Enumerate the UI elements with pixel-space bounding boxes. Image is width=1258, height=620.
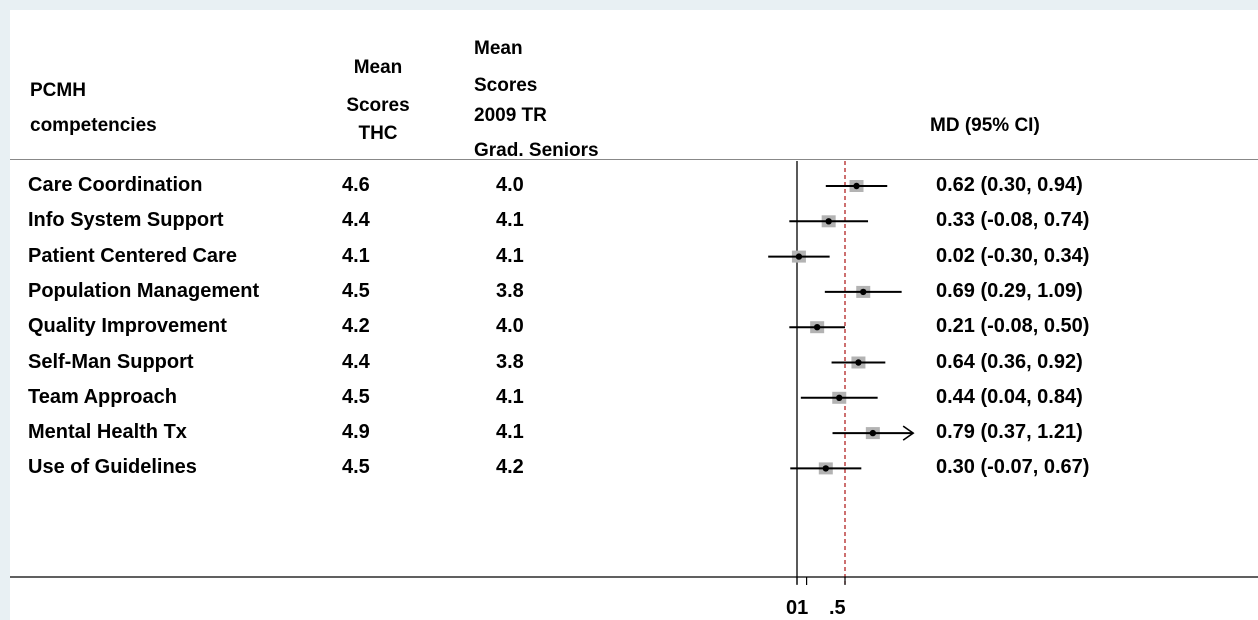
- axis-tick-label-01: 01: [786, 596, 808, 620]
- point-estimate: [814, 324, 820, 330]
- point-estimate: [836, 395, 842, 401]
- point-estimate: [796, 253, 802, 259]
- point-estimate: [825, 218, 831, 224]
- point-estimate: [823, 465, 829, 471]
- point-estimate: [860, 289, 866, 295]
- point-estimate: [870, 430, 876, 436]
- axis-tick-label-half: .5: [829, 596, 846, 620]
- point-estimate: [853, 183, 859, 189]
- point-estimate: [855, 359, 861, 365]
